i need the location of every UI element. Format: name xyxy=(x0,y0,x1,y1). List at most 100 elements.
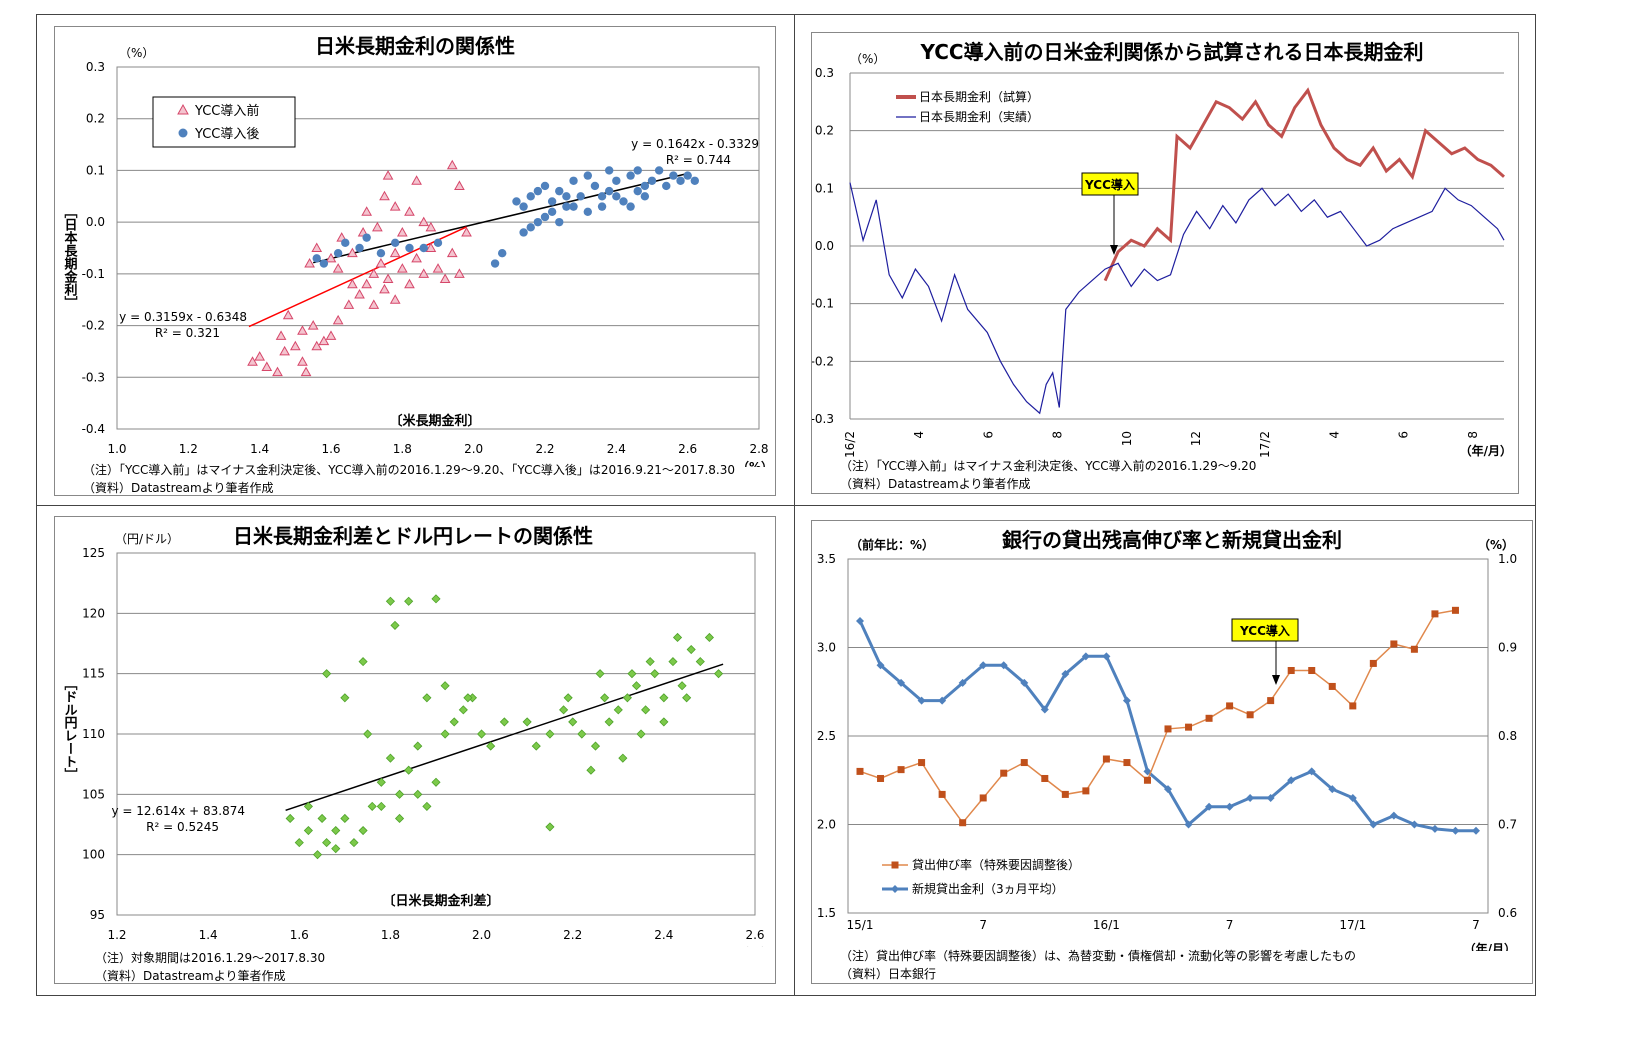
y-tick-label: 0.0 xyxy=(815,239,834,253)
y-tick-label-right: 0.9 xyxy=(1498,641,1517,655)
data-point-diamond xyxy=(604,717,614,727)
data-point-diamond xyxy=(631,681,642,691)
data-point-diamond xyxy=(600,693,610,703)
data-point-circle xyxy=(605,166,614,175)
x-tick-label: 7 xyxy=(979,918,987,932)
data-point-diamond xyxy=(413,741,423,751)
data-point-circle xyxy=(419,243,428,253)
data-point-circle xyxy=(569,176,578,185)
data-point-diamond xyxy=(363,729,373,739)
data-point-diamond xyxy=(1328,785,1337,794)
chart-source: （資料）日本銀行 xyxy=(840,967,937,981)
data-point-triangle xyxy=(325,330,337,340)
x-tick-label: 2.0 xyxy=(464,442,483,456)
data-point-square xyxy=(1041,774,1049,782)
data-point-diamond xyxy=(999,661,1008,670)
chart-source: （資料）Datastreamより筆者作成 xyxy=(840,477,1031,491)
data-point-diamond xyxy=(682,693,692,703)
trendline xyxy=(285,663,724,811)
legend-marker xyxy=(178,128,188,138)
data-point-circle xyxy=(640,181,650,191)
legend-box xyxy=(152,96,296,148)
legend-marker xyxy=(891,861,899,869)
data-point-square xyxy=(938,790,946,798)
data-point-diamond xyxy=(1122,696,1131,705)
trendline-equation: y = 12.614x + 83.874 xyxy=(111,804,245,818)
data-point-diamond xyxy=(1081,652,1090,661)
y-tick-label: -0.2 xyxy=(82,319,105,333)
y-tick-label: 115 xyxy=(82,667,105,681)
data-point-diamond xyxy=(650,669,660,679)
data-point-triangle xyxy=(354,289,365,299)
trendline-r2: R² = 0.744 xyxy=(666,153,731,167)
legend-label: 日本長期金利（実績） xyxy=(919,109,1039,124)
data-point-diamond xyxy=(686,644,696,655)
chart-svg-1: 日米長期金利の関係性 （%） 0.3 0.2 0.1 0.0 -0.1 -0.2 -0.3 -0.… xyxy=(62,34,774,467)
data-point-diamond xyxy=(645,657,655,667)
x-tick-label: 6 xyxy=(1397,431,1411,439)
y-tick-label-right: 0.6 xyxy=(1498,906,1517,920)
x-axis-label: 〔日米長期金利差〕 xyxy=(382,893,499,909)
x-tick-label: 4 xyxy=(1327,431,1341,439)
data-point-diamond xyxy=(586,765,596,775)
data-point-circle xyxy=(569,202,578,211)
y-unit-label: （%） xyxy=(850,52,885,66)
x-tick-label: 2.4 xyxy=(654,928,673,942)
data-point-square xyxy=(1123,759,1131,767)
data-point-circle xyxy=(533,186,543,196)
data-point-circle xyxy=(676,176,685,185)
data-point-diamond xyxy=(1143,767,1152,776)
x-tick-label: 8 xyxy=(1051,431,1065,439)
data-point-circle xyxy=(540,212,550,222)
data-point-circle xyxy=(319,259,329,268)
y-tick-label: 0.1 xyxy=(86,163,105,177)
y-tick-label: 120 xyxy=(82,606,105,620)
x-tick-label: 12 xyxy=(1189,431,1203,446)
chart-note: （注）「YCC導入前」はマイナス金利決定後、YCC導入前の2016.1.29～9… xyxy=(83,463,735,477)
y-tick-label-left: 2.5 xyxy=(817,729,836,743)
y-tick-label: 0.3 xyxy=(815,66,834,80)
data-point-circle xyxy=(683,171,692,180)
annotation-label: YCC導入 xyxy=(1239,623,1290,638)
y-tick-label: 95 xyxy=(90,908,105,922)
chart-title: 日米長期金利差とドル円レートの関係性 xyxy=(233,524,593,548)
y-tick-label-right: 0.8 xyxy=(1498,729,1517,743)
data-point-circle xyxy=(562,202,571,211)
data-point-diamond xyxy=(636,729,646,739)
data-point-circle xyxy=(362,233,371,242)
data-point-triangle xyxy=(372,221,383,232)
y-axis-label: ［日本長期金利］ xyxy=(62,205,79,309)
data-point-triangle xyxy=(425,221,437,232)
data-point-circle xyxy=(619,197,628,206)
data-point-triangle xyxy=(297,356,308,366)
x-tick-label: 1.2 xyxy=(179,442,198,456)
data-point-triangle xyxy=(361,278,373,289)
data-point-square xyxy=(897,766,905,774)
data-point-square xyxy=(979,794,987,802)
data-point-diamond xyxy=(1389,811,1398,820)
data-point-square xyxy=(1451,606,1459,614)
data-point-square xyxy=(1164,725,1172,733)
chart-source: （資料）Datastreamより筆者作成 xyxy=(95,969,286,983)
data-point-triangle xyxy=(300,366,312,377)
data-point-triangle xyxy=(347,247,358,258)
data-point-triangle xyxy=(418,268,430,278)
data-point-diamond xyxy=(1164,785,1172,794)
data-point-circle xyxy=(519,228,528,237)
data-point-triangle xyxy=(368,299,380,309)
data-point-diamond xyxy=(1472,826,1480,835)
data-point-triangle xyxy=(261,361,273,371)
x-tick-label: 6 xyxy=(981,431,995,439)
data-point-diamond xyxy=(677,681,687,691)
annotation-box xyxy=(1081,172,1139,196)
data-point-triangle xyxy=(432,263,444,273)
data-point-triangle xyxy=(461,226,472,237)
data-point-circle xyxy=(526,192,535,201)
data-point-diamond xyxy=(322,669,332,679)
data-point-square xyxy=(959,819,967,827)
data-point-circle xyxy=(576,192,585,201)
data-point-circle xyxy=(626,171,635,180)
data-point-circle xyxy=(519,202,528,211)
data-point-diamond xyxy=(385,753,395,763)
data-point-triangle xyxy=(332,263,344,273)
